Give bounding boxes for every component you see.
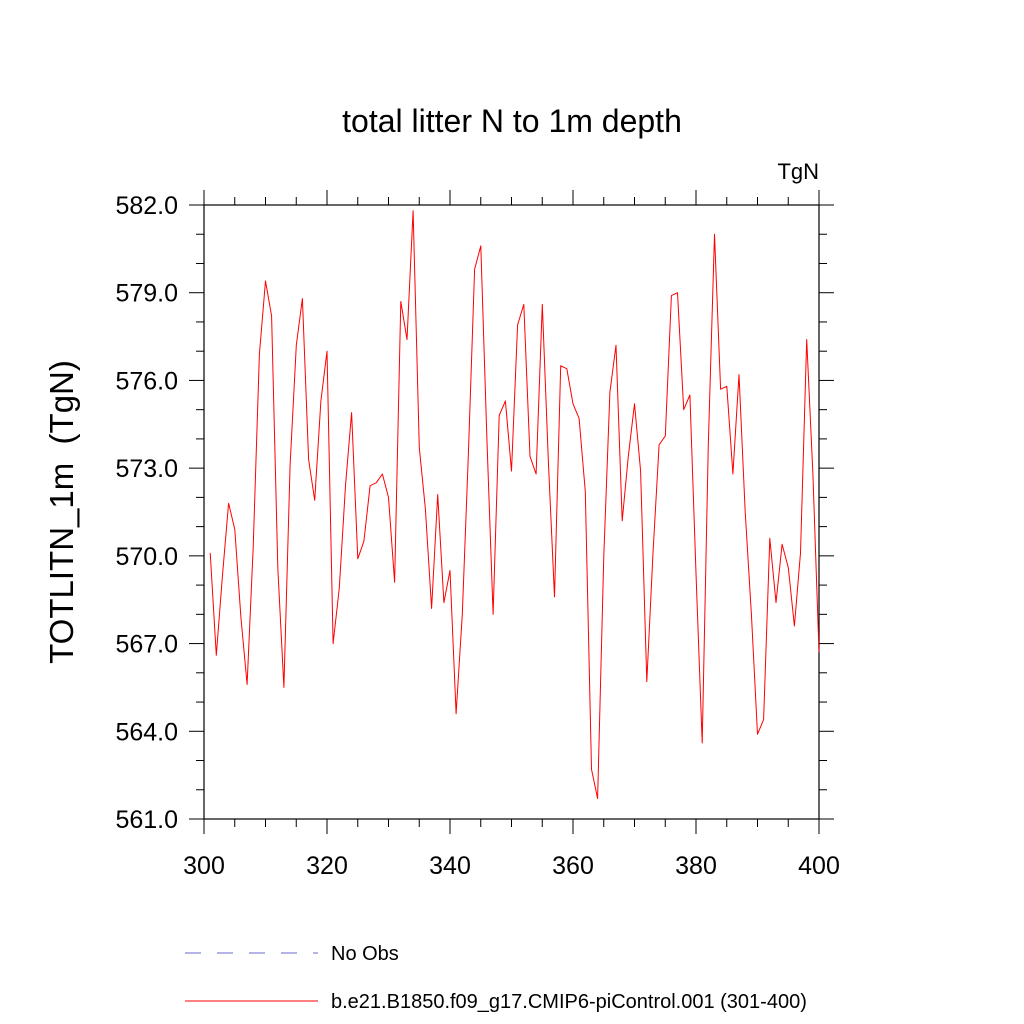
y-tick-label: 570.0 bbox=[115, 543, 178, 571]
legend: No Obs b.e21.B1850.f09_g17.CMIP6-piContr… bbox=[185, 943, 807, 1013]
x-tick-label: 360 bbox=[552, 852, 594, 880]
y-tick-label: 576.0 bbox=[115, 367, 178, 395]
x-tick-label: 380 bbox=[675, 852, 717, 880]
legend-label-no-obs: No Obs bbox=[331, 943, 399, 965]
y-axis-label: TOTLITN_1m (TgN) bbox=[43, 360, 80, 664]
y-tick-label: 579.0 bbox=[115, 280, 178, 308]
series-line-0 bbox=[209, 210, 820, 799]
x-tick-label: 400 bbox=[798, 852, 840, 880]
y-tick-label: 564.0 bbox=[115, 718, 178, 746]
plot-frame bbox=[203, 204, 820, 820]
chart-title: total litter N to 1m depth bbox=[342, 103, 682, 139]
units-label: TgN bbox=[777, 159, 819, 184]
y-tick-label: 573.0 bbox=[115, 455, 178, 483]
y-tick-label: 567.0 bbox=[115, 631, 178, 659]
x-tick-label: 320 bbox=[306, 852, 348, 880]
x-tick-label: 300 bbox=[183, 852, 225, 880]
y-tick-label: 582.0 bbox=[115, 192, 178, 220]
x-tick-label: 340 bbox=[429, 852, 471, 880]
y-tick-label: 561.0 bbox=[115, 806, 178, 834]
legend-label-model: b.e21.B1850.f09_g17.CMIP6-piControl.001 … bbox=[331, 991, 807, 1013]
